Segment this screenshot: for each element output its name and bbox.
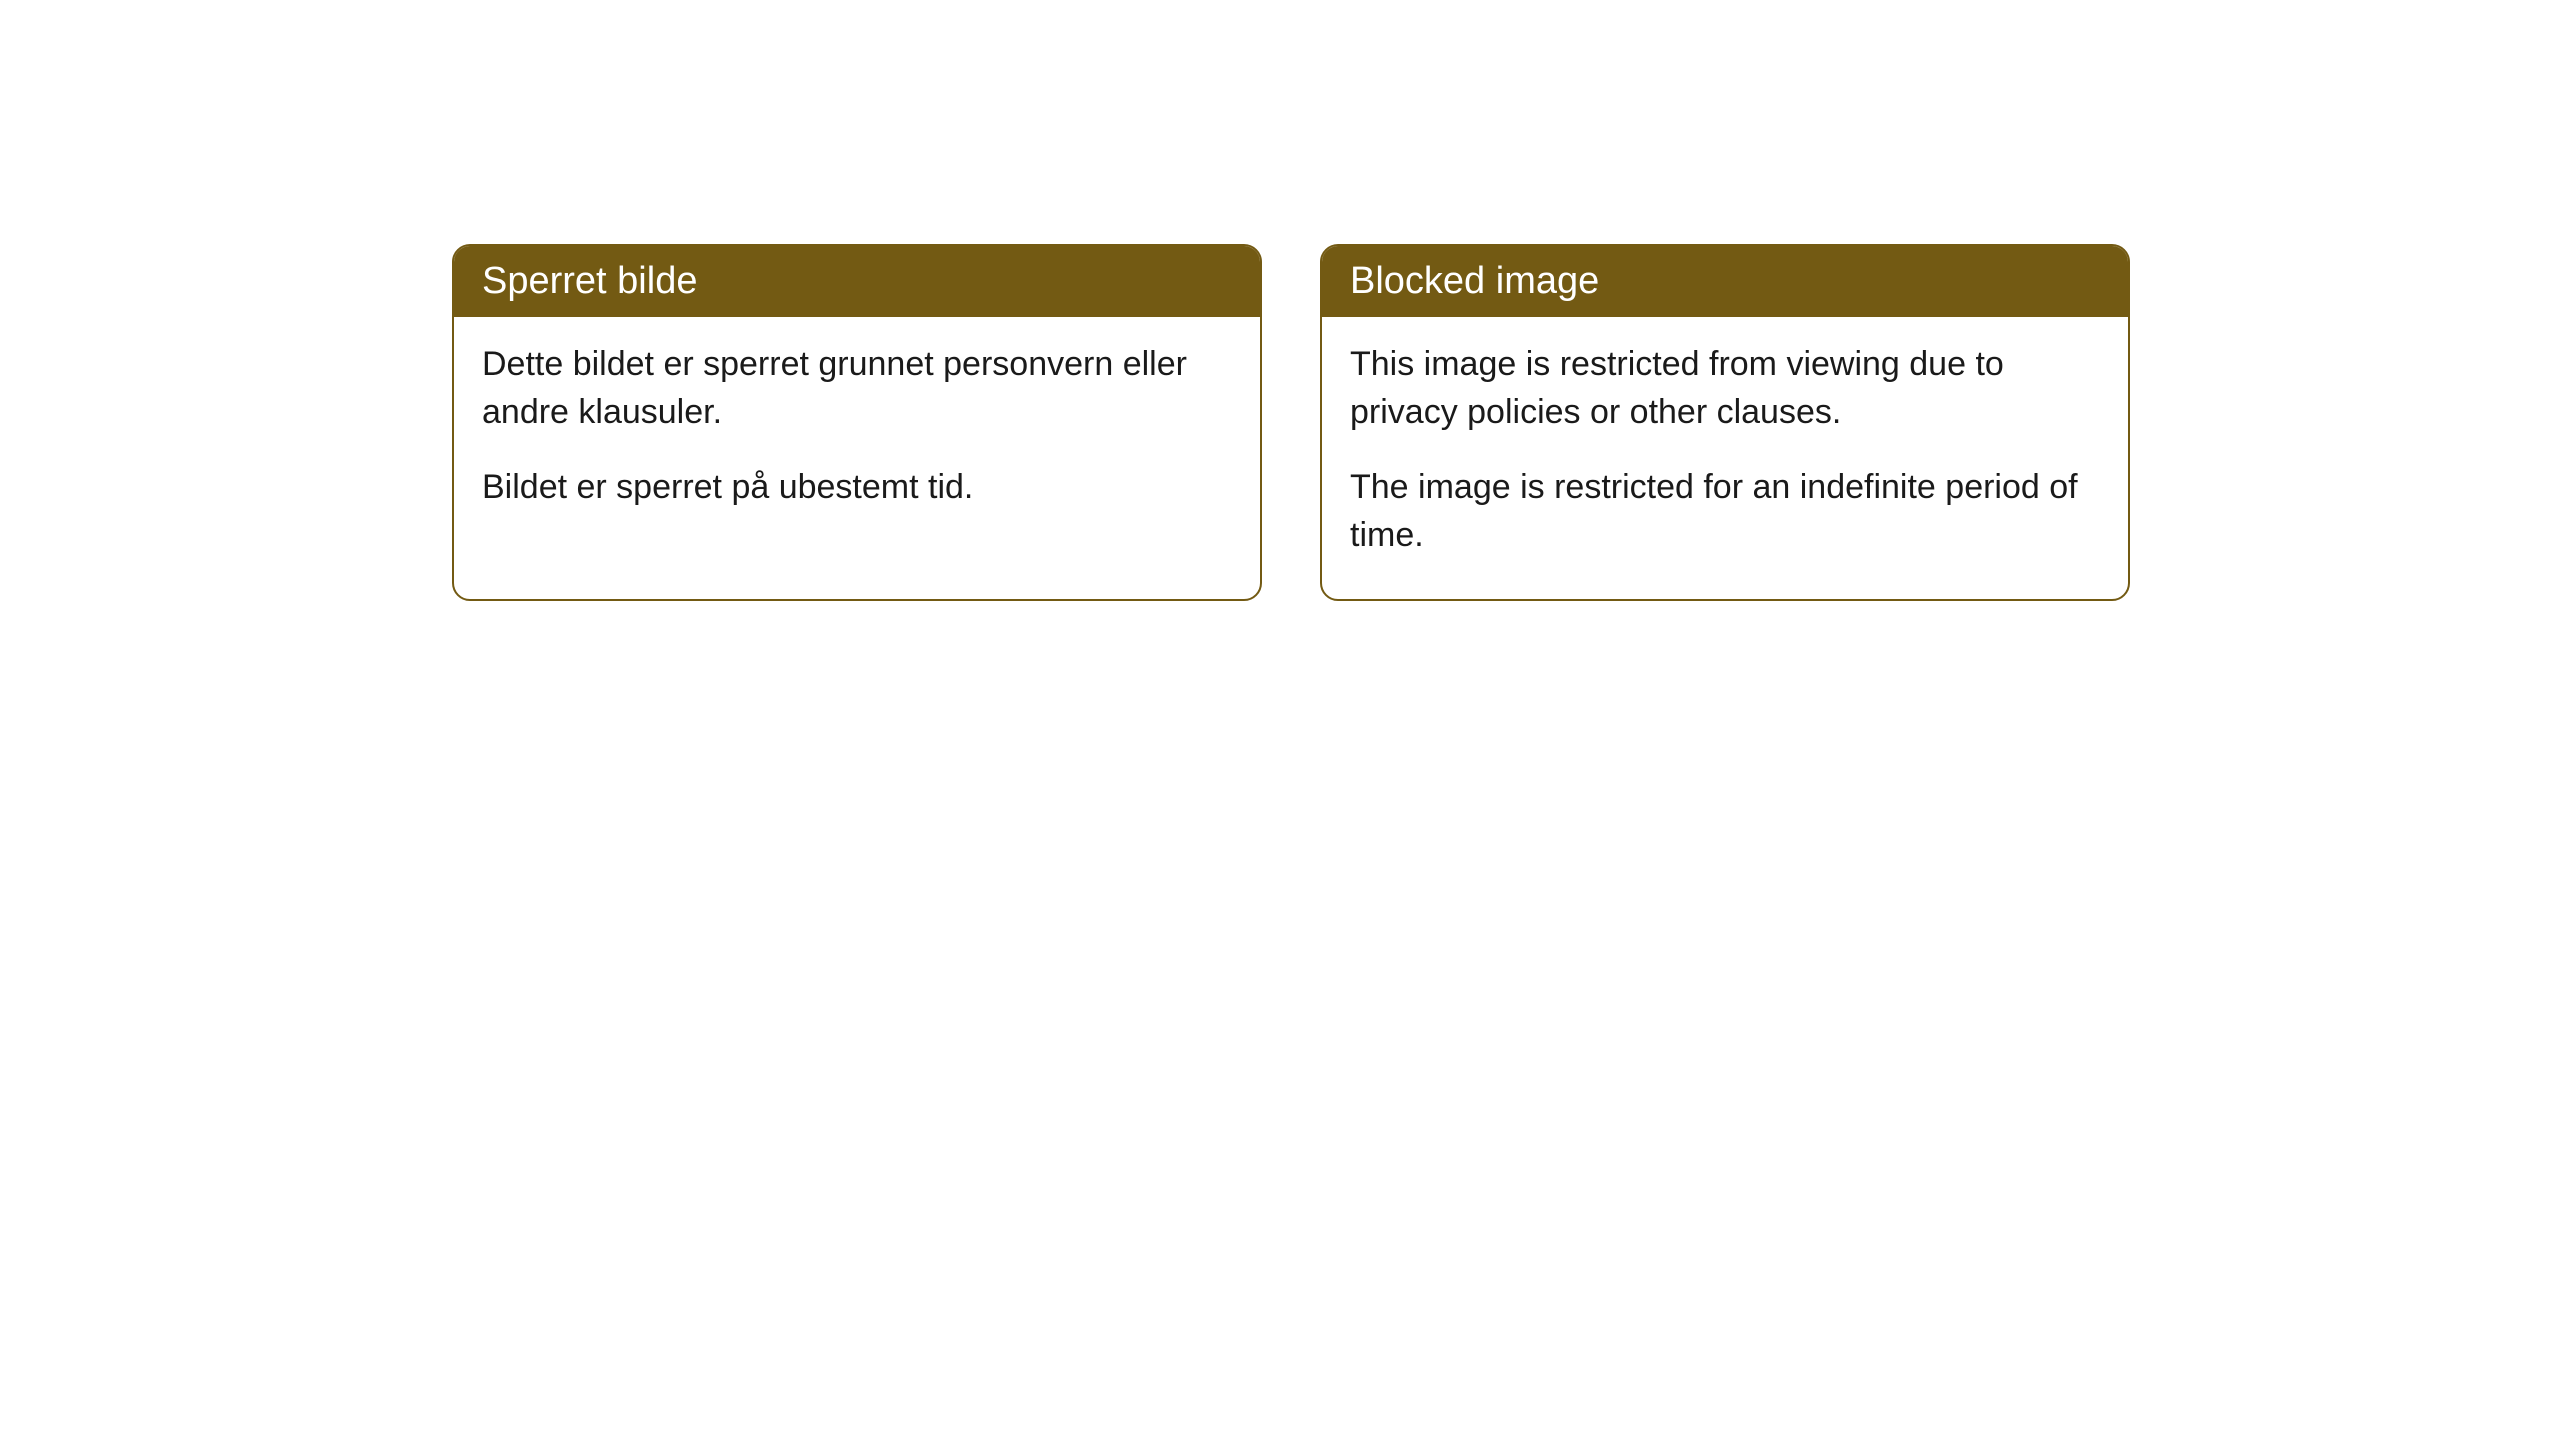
blocked-image-card-norwegian: Sperret bilde Dette bildet er sperret gr… <box>452 244 1262 601</box>
card-paragraph-1: Dette bildet er sperret grunnet personve… <box>482 341 1232 436</box>
card-body: This image is restricted from viewing du… <box>1322 317 2128 599</box>
card-paragraph-2: Bildet er sperret på ubestemt tid. <box>482 464 1232 512</box>
card-header: Sperret bilde <box>454 246 1260 317</box>
notice-cards-container: Sperret bilde Dette bildet er sperret gr… <box>452 244 2130 601</box>
card-title: Blocked image <box>1350 260 1599 302</box>
card-paragraph-1: This image is restricted from viewing du… <box>1350 341 2100 436</box>
card-header: Blocked image <box>1322 246 2128 317</box>
card-paragraph-2: The image is restricted for an indefinit… <box>1350 464 2100 559</box>
card-title: Sperret bilde <box>482 260 697 302</box>
blocked-image-card-english: Blocked image This image is restricted f… <box>1320 244 2130 601</box>
card-body: Dette bildet er sperret grunnet personve… <box>454 317 1260 552</box>
